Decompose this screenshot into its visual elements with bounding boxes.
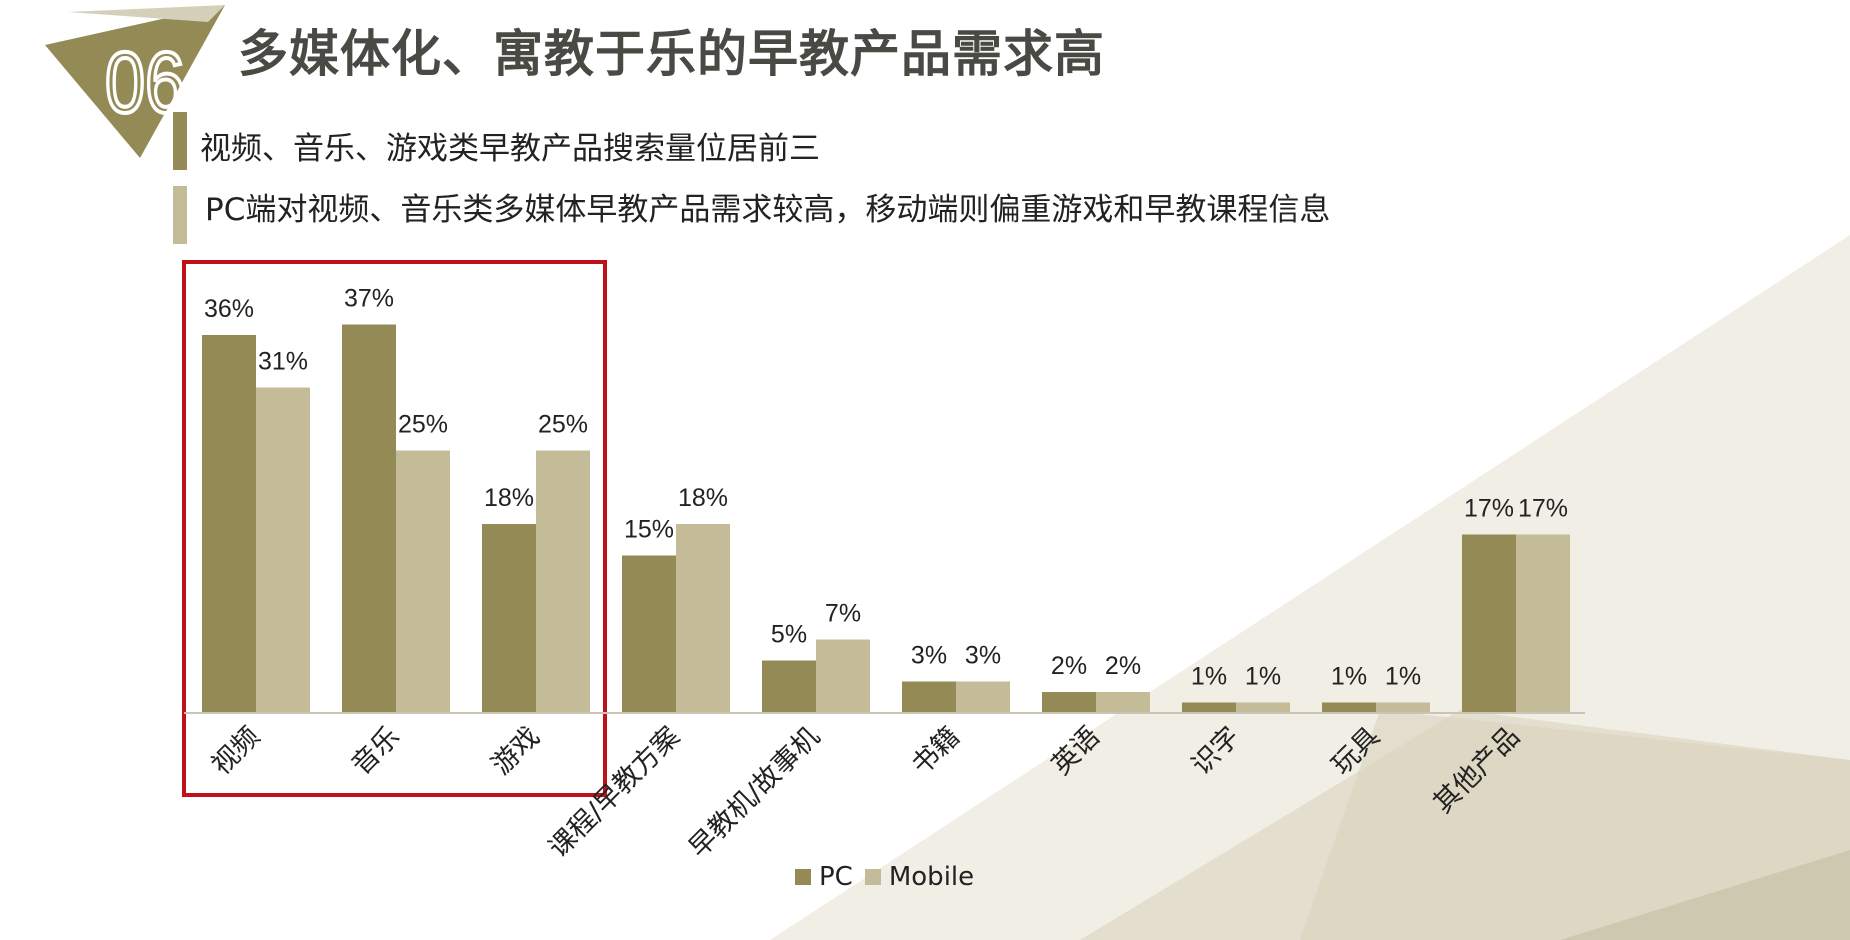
data-label: 18% <box>484 484 534 512</box>
category-label: 音乐 <box>346 721 406 781</box>
data-label: 7% <box>825 600 861 628</box>
bar-pc <box>1462 534 1516 713</box>
data-label: 31% <box>258 348 308 376</box>
chart-legend: PC Mobile <box>795 862 974 892</box>
data-label: 36% <box>204 295 254 323</box>
data-label: 17% <box>1518 495 1568 523</box>
category-label: 其他产品 <box>1428 721 1526 819</box>
category-label: 游戏 <box>486 721 546 781</box>
bar-pc <box>1182 702 1236 713</box>
data-label: 3% <box>965 642 1001 670</box>
bar-pc <box>1042 692 1096 713</box>
bar-pc <box>342 324 396 713</box>
bar-mobile <box>1236 702 1290 713</box>
data-label: 25% <box>398 411 448 439</box>
bar-mobile <box>676 524 730 713</box>
legend-swatch-mobile <box>864 869 881 885</box>
bar-pc <box>762 660 816 713</box>
data-label: 25% <box>538 411 588 439</box>
data-label: 17% <box>1464 495 1514 523</box>
bar-mobile <box>1376 702 1430 713</box>
data-label: 2% <box>1105 652 1141 680</box>
category-label: 早教机/故事机 <box>683 721 826 864</box>
data-label: 15% <box>624 516 674 544</box>
bar-mobile <box>256 387 310 713</box>
data-label: 1% <box>1331 663 1367 691</box>
data-label: 1% <box>1245 663 1281 691</box>
bar-pc <box>1322 702 1376 713</box>
data-label: 37% <box>344 285 394 313</box>
category-label: 玩具 <box>1326 721 1386 781</box>
bullet-text-1: 视频、音乐、游戏类早教产品搜索量位居前三 <box>200 131 820 167</box>
page-title: 多媒体化、寓教于乐的早教产品需求高 <box>238 25 1105 83</box>
bullet-text-2: PC端对视频、音乐类多媒体早教产品需求较高，移动端则偏重游戏和早教课程信息 <box>205 192 1331 228</box>
legend-label-mobile: Mobile <box>888 862 975 892</box>
data-label: 1% <box>1385 663 1421 691</box>
data-label: 5% <box>771 621 807 649</box>
data-label: 18% <box>678 484 728 512</box>
data-label: 2% <box>1051 652 1087 680</box>
bar-mobile <box>1096 692 1150 713</box>
bar-mobile <box>956 681 1010 713</box>
category-label: 书籍 <box>906 721 966 781</box>
bar-mobile <box>536 450 590 713</box>
bar-pc <box>902 681 956 713</box>
bar-pc <box>202 335 256 713</box>
category-label: 识字 <box>1186 721 1246 781</box>
legend-label-pc: PC <box>819 862 853 892</box>
bar-pc <box>482 524 536 713</box>
data-label: 3% <box>911 642 947 670</box>
legend-swatch-pc <box>795 869 811 885</box>
bar-mobile <box>396 450 450 713</box>
bar-pc <box>622 555 676 713</box>
slide-number-badge: 06 <box>45 5 225 158</box>
category-label: 课程/早教方案 <box>543 721 686 864</box>
highlight-box <box>182 260 607 797</box>
category-label: 英语 <box>1046 721 1106 781</box>
data-label: 1% <box>1191 663 1227 691</box>
bar-mobile <box>1516 534 1570 713</box>
bullet-marker-1 <box>173 112 187 170</box>
bullet-marker-2 <box>173 186 187 244</box>
category-label: 视频 <box>206 721 266 781</box>
bar-mobile <box>816 639 870 713</box>
